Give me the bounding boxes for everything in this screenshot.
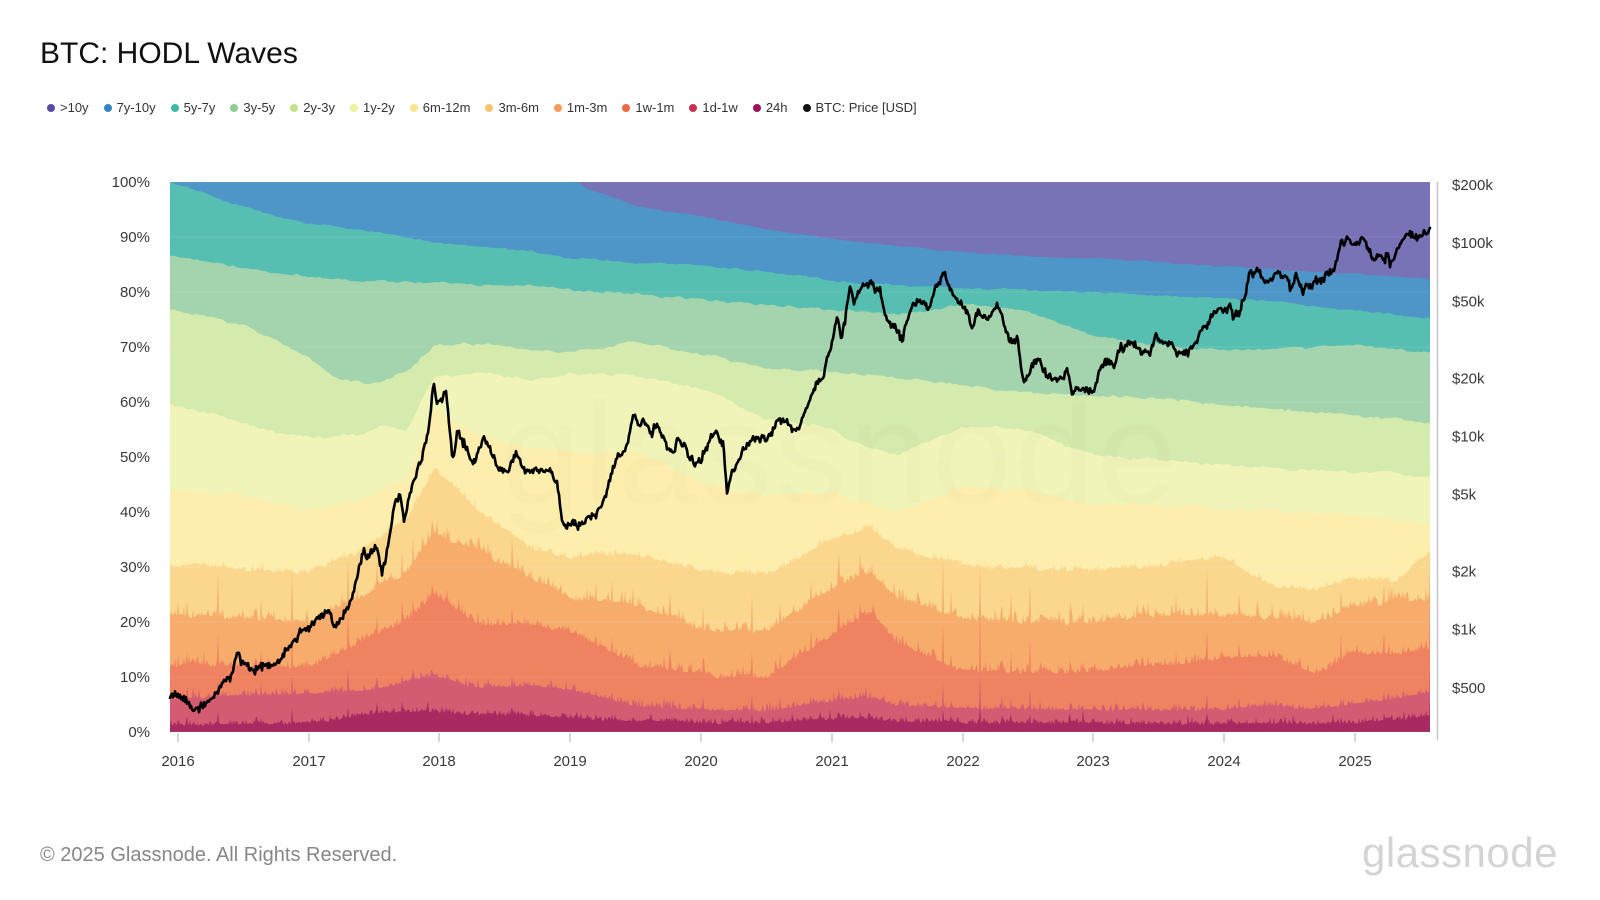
svg-text:0%: 0% — [128, 724, 150, 741]
svg-text:glassnode: glassnode — [500, 372, 1179, 534]
svg-text:$10k: $10k — [1452, 429, 1485, 446]
svg-text:$5k: $5k — [1452, 487, 1477, 504]
svg-text:2021: 2021 — [815, 753, 848, 770]
svg-text:20%: 20% — [120, 614, 150, 631]
svg-text:$100k: $100k — [1452, 235, 1493, 252]
svg-text:$20k: $20k — [1452, 370, 1485, 387]
svg-text:2024: 2024 — [1207, 753, 1240, 770]
svg-text:2025: 2025 — [1338, 753, 1371, 770]
svg-text:30%: 30% — [120, 559, 150, 576]
svg-text:$500: $500 — [1452, 680, 1485, 697]
svg-text:2023: 2023 — [1076, 753, 1109, 770]
svg-text:70%: 70% — [120, 339, 150, 356]
svg-text:50%: 50% — [120, 449, 150, 466]
svg-text:$50k: $50k — [1452, 293, 1485, 310]
svg-text:$1k: $1k — [1452, 622, 1477, 639]
svg-text:90%: 90% — [120, 229, 150, 246]
svg-text:2019: 2019 — [553, 753, 586, 770]
svg-text:$200k: $200k — [1452, 177, 1493, 194]
svg-text:80%: 80% — [120, 284, 150, 301]
svg-text:$2k: $2k — [1452, 564, 1477, 581]
svg-text:60%: 60% — [120, 394, 150, 411]
svg-text:40%: 40% — [120, 504, 150, 521]
svg-text:2016: 2016 — [161, 753, 194, 770]
svg-text:10%: 10% — [120, 669, 150, 686]
svg-text:100%: 100% — [112, 174, 150, 191]
svg-text:2017: 2017 — [292, 753, 325, 770]
svg-text:2020: 2020 — [684, 753, 717, 770]
svg-text:2022: 2022 — [946, 753, 979, 770]
svg-text:2018: 2018 — [422, 753, 455, 770]
